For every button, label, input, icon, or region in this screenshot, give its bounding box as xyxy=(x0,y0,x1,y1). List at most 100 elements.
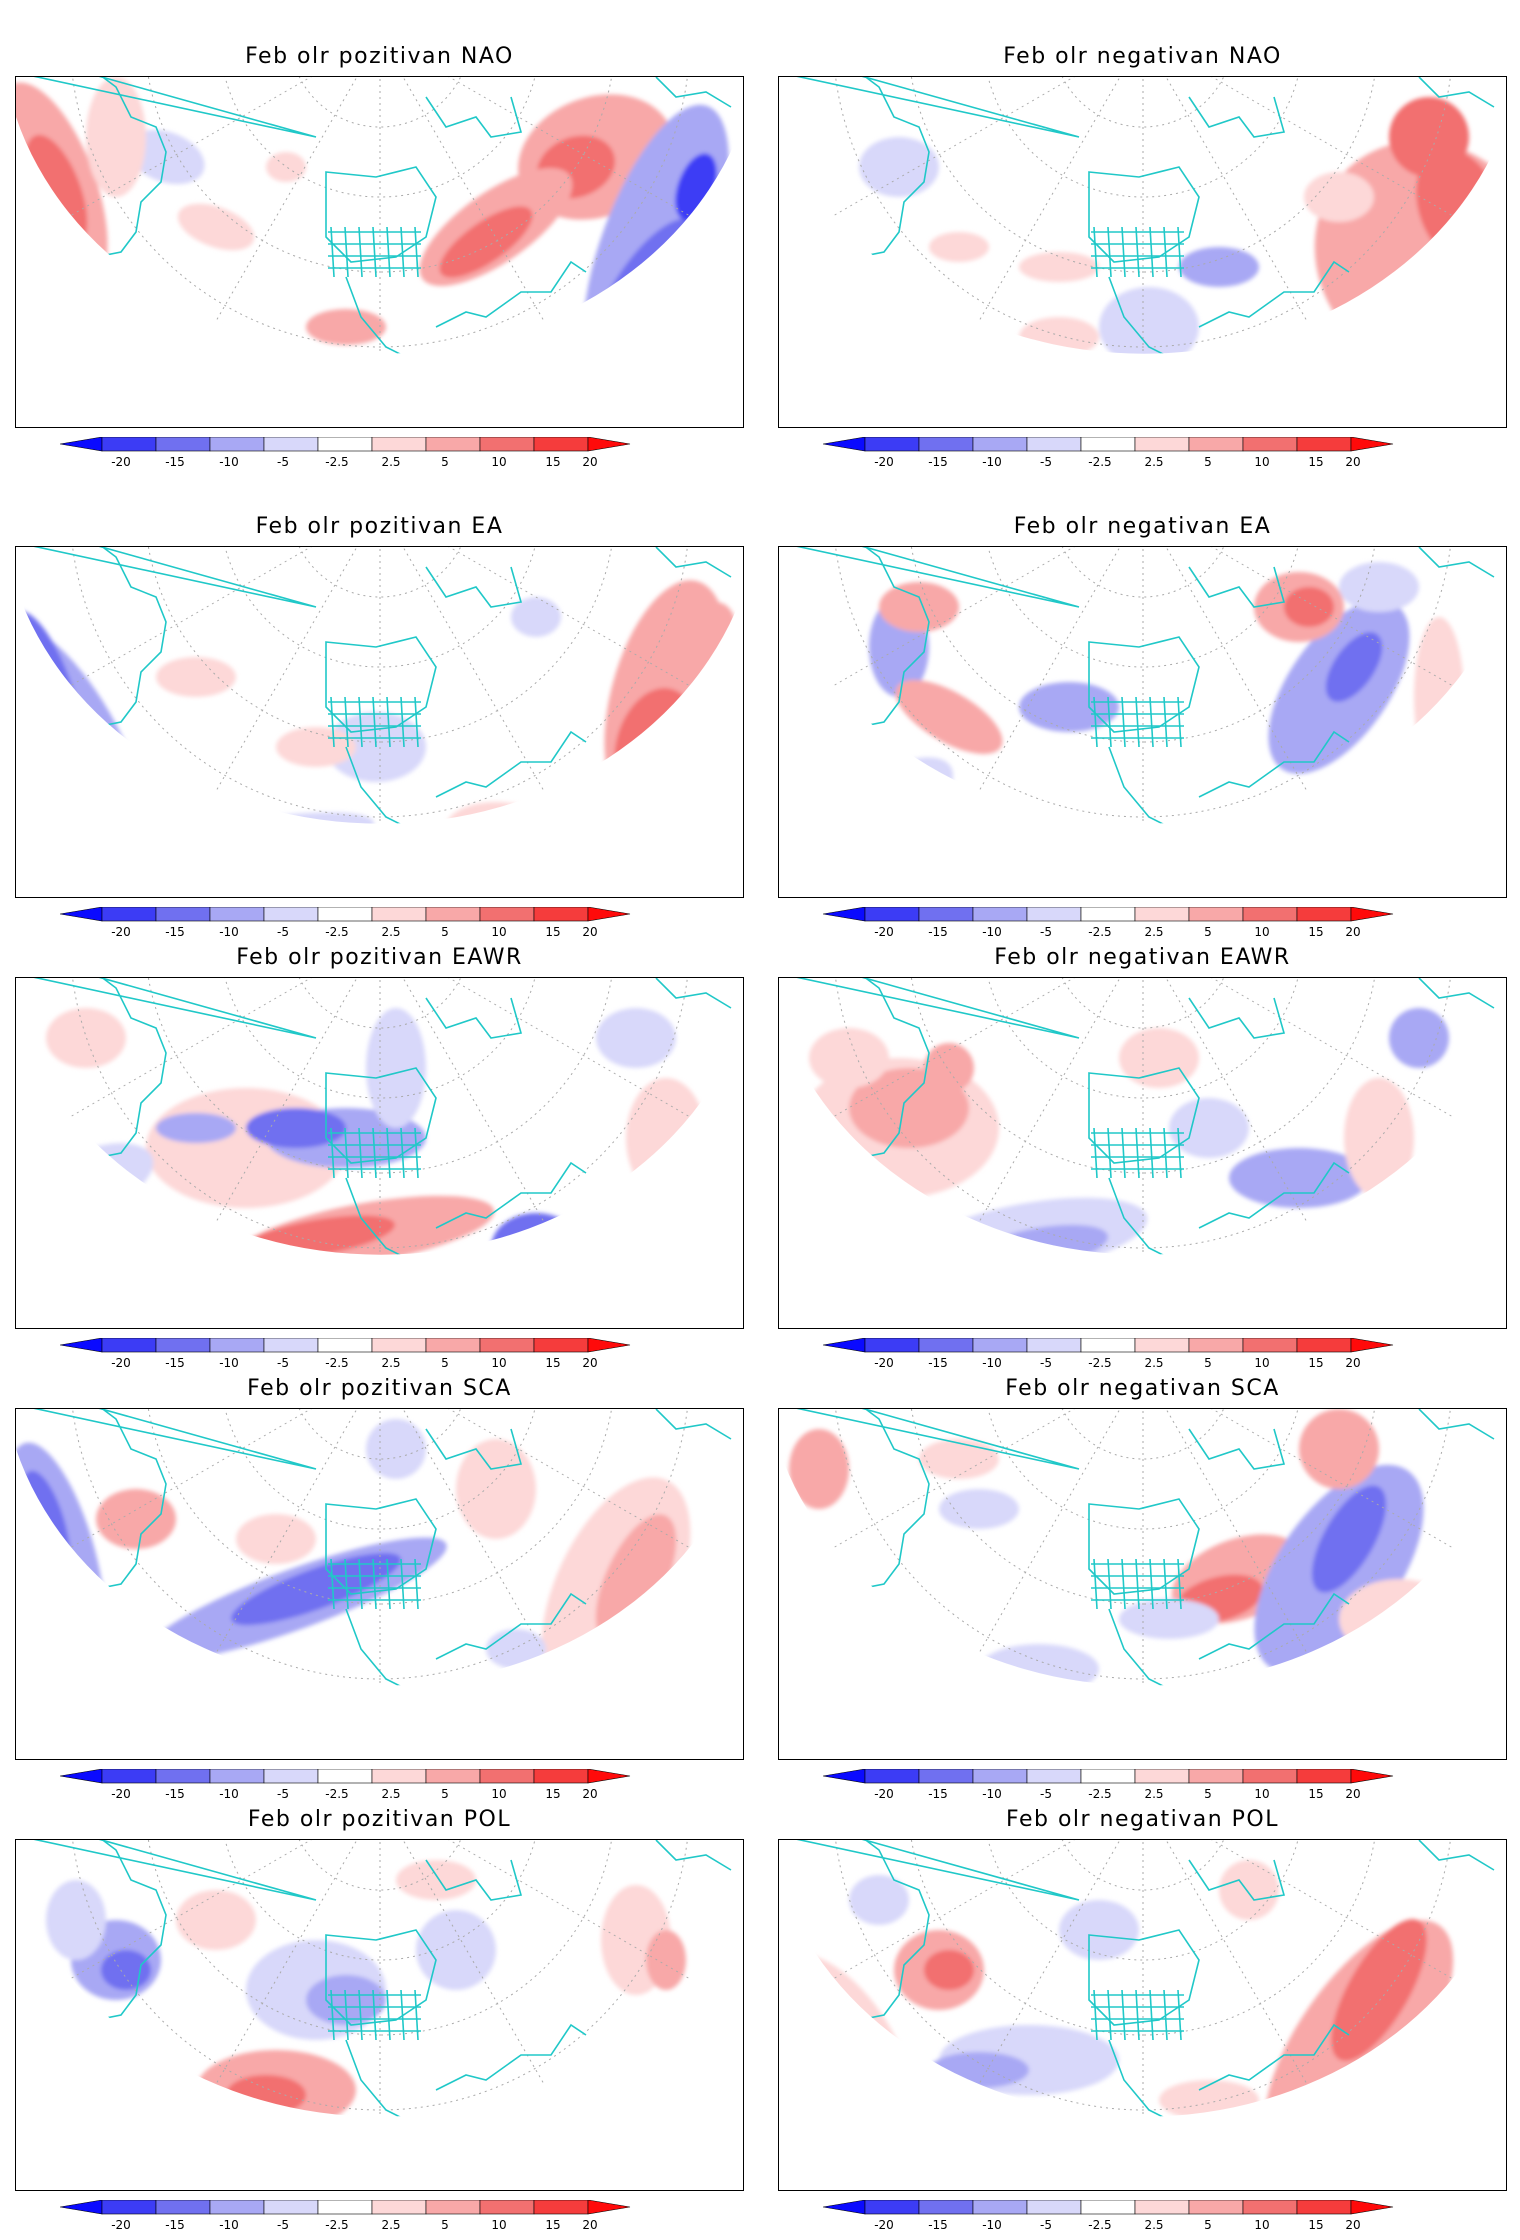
colorbar-segment xyxy=(155,2200,211,2215)
positive-anomaly-region xyxy=(96,1489,176,1549)
colorbar-tick-label: -15 xyxy=(928,2218,948,2232)
map-panel-sca-pozitivan: Feb olr pozitivan SCA -20 -15 -10 -5 -2.5 2.5 5… xyxy=(15,1374,744,1809)
colorbar-tick-label: 20 xyxy=(1345,925,1360,939)
positive-anomaly-region xyxy=(86,77,146,197)
positive-anomaly-region xyxy=(1389,97,1469,177)
colorbar-min-arrow xyxy=(60,907,103,922)
colorbar-tick-label: 5 xyxy=(441,2218,449,2232)
negative-anomaly-region xyxy=(66,1699,366,1739)
map-plot-area xyxy=(15,1839,744,2191)
colorbar-tick-label: -20 xyxy=(111,925,131,939)
positive-anomaly-region xyxy=(177,203,255,251)
positive-anomaly-region xyxy=(1299,1409,1379,1489)
colorbar-tick-label: 20 xyxy=(582,2218,597,2232)
negative-anomaly-region xyxy=(156,1113,236,1143)
colorbar-tick-label: 15 xyxy=(545,455,560,469)
colorbar: -20 -15 -10 -5 -2.5 2.5 5 10 15 20 xyxy=(60,437,720,473)
positive-anomaly-region xyxy=(1019,252,1099,282)
colorbar-max-arrow xyxy=(587,1769,631,1784)
colorbar-segment xyxy=(1080,2200,1136,2215)
lat-lon-gridlines xyxy=(16,77,743,354)
map-panel-pol-negativan: Feb olr negativan POL -20 -15 -10 -5 -2.5 2.5 5… xyxy=(778,1805,1507,2240)
colorbar-segment xyxy=(263,907,319,922)
colorbar-segment xyxy=(425,437,481,452)
colorbar-segment xyxy=(533,437,589,452)
colorbar-tick-label: -10 xyxy=(219,1356,239,1370)
colorbar-segment xyxy=(1026,437,1082,452)
olr-anomaly-map xyxy=(779,1840,1506,2117)
colorbar-segment xyxy=(371,907,427,922)
colorbar: -20 -15 -10 -5 -2.5 2.5 5 10 15 20 xyxy=(823,2200,1483,2236)
colorbar-segment xyxy=(972,437,1028,452)
positive-anomaly-region xyxy=(1269,2110,1389,2117)
colorbar-tick-label: 5 xyxy=(441,455,449,469)
colorbar-tick-label: -20 xyxy=(111,1787,131,1801)
negative-anomaly-region xyxy=(1099,287,1199,354)
panel-title: Feb olr negativan SCA xyxy=(1005,1376,1280,1401)
colorbar-tick-label: -5 xyxy=(1040,1787,1052,1801)
colorbar-segment xyxy=(155,437,211,452)
colorbar-segment xyxy=(1242,1769,1298,1784)
panel-title: Feb olr pozitivan NAO xyxy=(245,44,514,69)
positive-anomaly-region xyxy=(626,1078,706,1198)
colorbar-tick-label: 15 xyxy=(545,925,560,939)
positive-anomaly-region xyxy=(1304,172,1374,222)
negative-anomaly-region xyxy=(1325,632,1383,702)
panel-title: Feb olr pozitivan POL xyxy=(247,1807,512,1832)
colorbar-tick-label: -10 xyxy=(982,455,1002,469)
colorbar-tick-label: -5 xyxy=(1040,455,1052,469)
colorbar-tick-label: -15 xyxy=(165,2218,185,2232)
negative-anomaly-region xyxy=(1179,247,1259,287)
map-panel-nao-negativan: Feb olr negativan NAO -20 -15 -10 -5 -2.5 2.5 5… xyxy=(778,42,1507,477)
colorbar-tick-label: 2.5 xyxy=(381,925,400,939)
negative-anomaly-region xyxy=(859,137,939,197)
colorbar-tick-label: -5 xyxy=(1040,2218,1052,2232)
colorbar-segment xyxy=(1242,437,1298,452)
colorbar-segment xyxy=(317,2200,373,2215)
colorbar-tick-label: -10 xyxy=(219,1787,239,1801)
colorbar-tick-label: 10 xyxy=(491,2218,506,2232)
colorbar-tick-label: 10 xyxy=(491,925,506,939)
colorbar-max-arrow xyxy=(1350,1769,1394,1784)
colorbar-segment xyxy=(918,907,974,922)
colorbar-segment xyxy=(155,1769,211,1784)
colorbar-segment xyxy=(101,1769,157,1784)
colorbar-min-arrow xyxy=(823,437,866,452)
colorbar-segment xyxy=(479,2200,535,2215)
negative-anomaly-region xyxy=(101,1950,151,1990)
colorbar-max-arrow xyxy=(587,437,631,452)
negative-anomaly-region xyxy=(46,1880,106,1960)
colorbar-tick-label: -10 xyxy=(982,925,1002,939)
colorbar-tick-label: 20 xyxy=(1345,2218,1360,2232)
colorbar-tick-label: -2.5 xyxy=(1088,455,1111,469)
colorbar-segment xyxy=(1242,1338,1298,1353)
colorbar-segment xyxy=(371,1338,427,1353)
colorbar-tick-label: -5 xyxy=(277,455,289,469)
map-plot-area xyxy=(778,977,1507,1329)
colorbar-segment xyxy=(479,437,535,452)
map-panel-pol-pozitivan: Feb olr pozitivan POL -20 -15 -10 -5 -2.5 2.5 5… xyxy=(15,1805,744,2240)
colorbar-tick-label: 10 xyxy=(1254,925,1269,939)
negative-anomaly-region xyxy=(486,1629,546,1669)
colorbar-tick-label: 15 xyxy=(1308,455,1323,469)
negative-anomaly-region xyxy=(596,1008,676,1068)
lat-lon-gridlines xyxy=(16,547,743,824)
colorbar-tick-label: -20 xyxy=(874,2218,894,2232)
colorbar-tick-label: -10 xyxy=(982,2218,1002,2232)
colorbar-tick-label: -15 xyxy=(928,1787,948,1801)
map-plot-area xyxy=(15,1408,744,1760)
colorbar-segment xyxy=(101,2200,157,2215)
colorbar-tick-label: 15 xyxy=(1308,1787,1323,1801)
lat-lon-gridlines xyxy=(16,1409,743,1686)
colorbar-tick-label: -2.5 xyxy=(1088,2218,1111,2232)
colorbar-tick-label: 10 xyxy=(1254,1356,1269,1370)
panel-title: Feb olr negativan POL xyxy=(1006,1807,1279,1832)
olr-anomaly-map xyxy=(779,978,1506,1255)
colorbar-segment xyxy=(209,907,265,922)
positive-anomaly-region xyxy=(226,2075,306,2115)
colorbar-tick-label: -15 xyxy=(165,1356,185,1370)
colorbar-segment xyxy=(533,2200,589,2215)
positive-anomaly-region xyxy=(246,369,346,405)
colorbar-segment xyxy=(1188,437,1244,452)
panel-title: Feb olr negativan NAO xyxy=(1003,44,1282,69)
